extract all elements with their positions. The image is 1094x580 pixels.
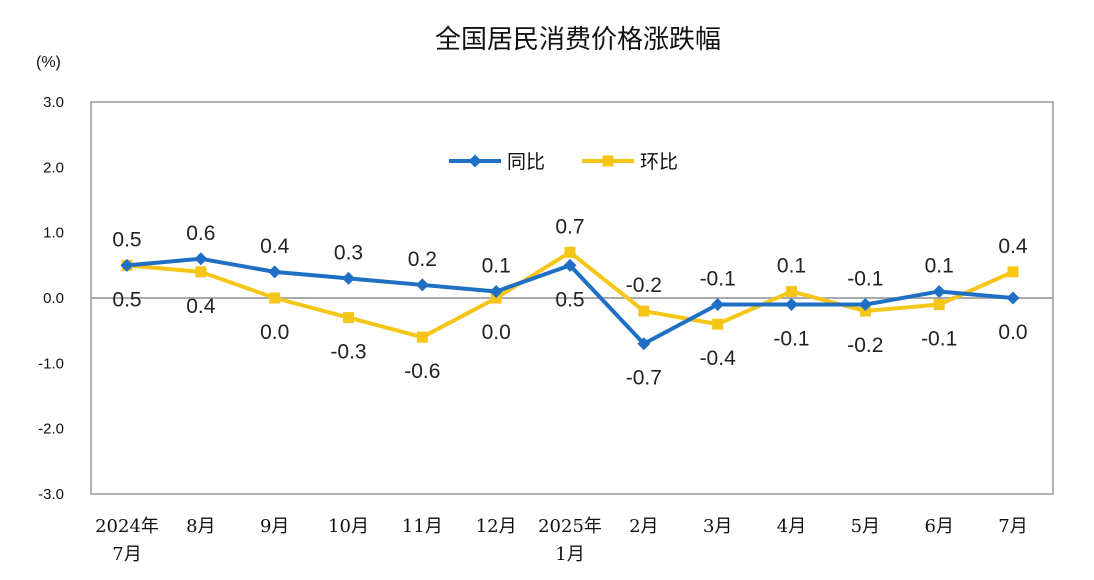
y-tick-label: -2.0: [38, 421, 64, 438]
x-tick-line: 6月: [924, 516, 953, 537]
data-label-yoy: 0.5: [555, 288, 584, 311]
y-unit-label: (%): [36, 54, 61, 71]
x-tick-label: 2月: [629, 516, 658, 537]
x-axis-ticks: 2024年 7月 8月 9月 10月 11月 12月 2025年 1月 2月 3月 4月 5月 6月 7月: [95, 516, 1028, 565]
point-yoy: [858, 298, 872, 312]
point-yoy: [785, 298, 798, 312]
data-label-yoy: 0.4: [260, 235, 290, 258]
data-label-mom: -0.4: [700, 347, 737, 370]
y-tick-label: -1.0: [38, 355, 64, 372]
data-label-mom: -0.2: [847, 334, 883, 357]
y-tick-label: -3.0: [38, 486, 64, 503]
x-tick-label: 7月: [998, 516, 1027, 537]
data-label-mom: -0.1: [921, 328, 957, 351]
x-tick-line: 7月: [112, 544, 141, 565]
x-tick-label: 12月: [476, 516, 517, 537]
point-mom: [1007, 266, 1019, 278]
series-layer: [120, 246, 1020, 351]
point-yoy: [342, 271, 355, 285]
data-label-mom: 0.7: [555, 215, 584, 238]
data-label-yoy: -0.1: [700, 268, 736, 291]
point-yoy: [932, 284, 946, 298]
legend: 同比 环比: [449, 151, 678, 173]
data-label-yoy: 0.2: [408, 248, 437, 271]
x-tick-line: 11月: [402, 516, 443, 537]
point-yoy: [489, 284, 503, 298]
x-tick-label: 10月: [328, 516, 369, 537]
y-tick-label: 1.0: [43, 225, 64, 242]
point-mom: [416, 331, 428, 343]
x-tick-label: 6月: [924, 516, 953, 537]
x-tick-line: 2月: [629, 516, 658, 537]
point-mom: [269, 292, 281, 304]
x-tick-line: 5月: [851, 516, 880, 537]
point-yoy: [711, 298, 725, 312]
point-yoy: [120, 258, 134, 272]
y-tick-label: 3.0: [43, 94, 64, 111]
x-tick-label: 3月: [703, 516, 732, 537]
point-yoy: [563, 258, 577, 272]
point-mom: [638, 305, 650, 317]
point-mom: [933, 299, 945, 311]
y-tick-label: 0.0: [43, 290, 64, 307]
data-label-mom: 0.4: [998, 235, 1028, 258]
x-tick-line: 9月: [260, 516, 289, 537]
x-tick-label: 4月: [777, 516, 806, 537]
data-label-yoy: 0.1: [925, 254, 954, 277]
data-label-yoy: 0.3: [334, 241, 363, 264]
data-label-mom: 0.0: [482, 321, 511, 344]
point-mom: [490, 292, 502, 304]
legend-label-mom: 环比: [640, 151, 678, 173]
point-mom: [859, 305, 871, 317]
data-label-mom: -0.3: [330, 341, 366, 364]
point-yoy: [415, 278, 429, 292]
data-label-yoy: 0.6: [186, 222, 215, 245]
data-label-mom: 0.5: [112, 288, 141, 311]
x-tick-line: 1月: [555, 544, 584, 565]
x-tick-label: 9月: [260, 516, 289, 537]
data-label-yoy: 0.5: [112, 228, 141, 251]
x-tick-label: 2024年 7月: [95, 516, 159, 565]
point-yoy: [194, 252, 208, 266]
data-label-mom: -0.6: [404, 360, 440, 383]
data-label-yoy: -0.7: [626, 367, 662, 390]
data-label-mom: 0.0: [260, 321, 289, 344]
x-tick-line: 10月: [328, 516, 369, 537]
data-label-mom: 0.4: [186, 295, 216, 318]
x-tick-line: 2024年: [95, 516, 159, 537]
data-label-mom: 0.1: [777, 254, 806, 277]
data-label-yoy: 0.0: [998, 321, 1027, 344]
x-tick-label: 11月: [402, 516, 443, 537]
data-label-yoy: -0.1: [773, 328, 809, 351]
x-tick-line: 3月: [703, 516, 732, 537]
data-label-yoy: 0.1: [482, 254, 511, 277]
x-tick-label: 2025年 1月: [538, 516, 602, 565]
legend-marker-mom: [602, 155, 614, 167]
point-mom: [343, 312, 354, 324]
point-mom: [786, 285, 797, 297]
data-label-yoy: -0.1: [847, 268, 883, 291]
x-tick-line: 8月: [186, 516, 215, 537]
data-labels-layer: 0.5 0.5 0.6 0.4 0.4 0.0 0.3 -0.3 0.2 -0.6 0.1 0.0 0.…: [112, 215, 1028, 389]
x-tick-label: 8月: [186, 516, 215, 537]
point-mom: [712, 318, 724, 330]
y-axis-ticks: 3.0 2.0 1.0 0.0 -1.0 -2.0 -3.0: [38, 94, 64, 503]
point-yoy: [268, 265, 282, 279]
legend-label-yoy: 同比: [507, 151, 545, 173]
point-yoy: [637, 337, 651, 351]
point-mom: [195, 266, 207, 278]
x-tick-line: 2025年: [538, 516, 602, 537]
point-mom: [564, 246, 576, 258]
y-tick-label: 2.0: [43, 159, 64, 176]
x-tick-line: 4月: [777, 516, 806, 537]
data-label-mom: -0.2: [626, 274, 662, 297]
x-tick-line: 7月: [998, 516, 1027, 537]
point-yoy: [1006, 291, 1020, 305]
legend-marker-yoy: [468, 154, 482, 168]
x-tick-label: 5月: [851, 516, 880, 537]
x-tick-line: 12月: [476, 516, 517, 537]
chart-title: 全国居民消费价格涨跌幅: [435, 25, 721, 55]
